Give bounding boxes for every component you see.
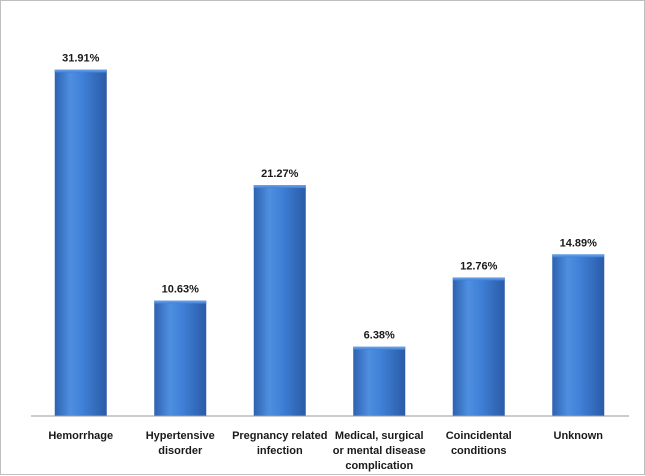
data-label-0: 31.91%	[62, 53, 100, 65]
bars-group	[54, 69, 605, 416]
category-labels-group: Hemorrhage Hypertensive disorder Pregnancy …	[48, 430, 603, 472]
category-label-3: Medical, surgical or mental disease compli…	[333, 430, 426, 472]
data-labels-group: 31.91% 10.63% 21.27% 6.38% 12.76% 14.89%	[62, 53, 597, 342]
bar-4	[452, 277, 505, 416]
data-label-1: 10.63%	[162, 284, 200, 296]
bar-1	[154, 300, 207, 416]
category-label-1: Hypertensive disorder	[146, 430, 215, 457]
category-label-0: Hemorrhage	[48, 430, 113, 442]
bar-top-highlight-0	[54, 69, 107, 73]
category-label-2: Pregnancy related infection	[232, 430, 327, 457]
bar-0	[54, 69, 107, 416]
bar-top-highlight-3	[353, 346, 406, 350]
bar-top-highlight-4	[452, 277, 505, 281]
category-label-4: Coincidental conditions	[446, 430, 512, 457]
data-label-5: 14.89%	[560, 237, 598, 249]
data-label-3: 6.38%	[364, 330, 395, 342]
bar-2	[253, 185, 306, 416]
data-label-4: 12.76%	[460, 260, 498, 272]
bar-top-highlight-2	[253, 185, 306, 189]
category-label-5: Unknown	[554, 430, 604, 442]
bar-5	[552, 254, 605, 416]
bar-3	[353, 346, 406, 416]
bar-top-highlight-1	[154, 300, 207, 304]
data-label-2: 21.27%	[261, 168, 299, 180]
bar-top-highlight-5	[552, 254, 605, 258]
